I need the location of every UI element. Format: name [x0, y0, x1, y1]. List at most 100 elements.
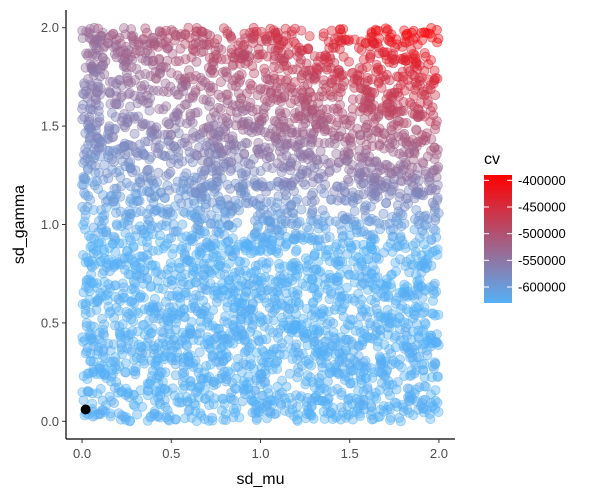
- data-point: [386, 50, 397, 61]
- data-point: [126, 31, 137, 42]
- data-point: [251, 180, 262, 191]
- data-point: [330, 257, 341, 268]
- data-point: [186, 210, 197, 221]
- data-point: [408, 144, 419, 155]
- data-point: [91, 94, 102, 105]
- data-point: [254, 148, 265, 159]
- data-point: [228, 395, 239, 406]
- data-point: [183, 351, 194, 362]
- data-point: [330, 216, 341, 227]
- data-point: [290, 257, 301, 268]
- data-point: [267, 123, 278, 134]
- data-point: [165, 258, 176, 269]
- data-point: [260, 272, 271, 283]
- data-point: [379, 291, 390, 302]
- data-point: [431, 24, 442, 35]
- data-point: [96, 291, 107, 302]
- data-point: [243, 158, 254, 169]
- data-point: [301, 303, 312, 314]
- data-point: [379, 247, 390, 258]
- data-point: [251, 413, 262, 424]
- data-point: [292, 320, 303, 331]
- data-point: [276, 312, 287, 323]
- data-point: [255, 84, 266, 95]
- data-point: [125, 162, 136, 173]
- data-point: [154, 104, 165, 115]
- data-point: [431, 149, 442, 160]
- data-point: [119, 23, 130, 34]
- data-point: [279, 176, 290, 187]
- data-point: [413, 187, 424, 198]
- data-point: [291, 142, 302, 153]
- data-point: [313, 287, 324, 298]
- data-point: [222, 71, 233, 82]
- data-point: [120, 358, 131, 369]
- data-point: [417, 157, 428, 168]
- data-point: [195, 316, 206, 327]
- data-point: [142, 186, 153, 197]
- data-point: [184, 328, 195, 339]
- data-point: [256, 369, 267, 380]
- data-point: [292, 218, 303, 229]
- data-point: [191, 56, 202, 67]
- data-point: [320, 50, 331, 61]
- data-point: [354, 411, 365, 422]
- data-point: [82, 386, 93, 397]
- data-point: [301, 318, 312, 329]
- data-point: [190, 71, 201, 82]
- data-point: [206, 65, 217, 76]
- data-point: [139, 329, 150, 340]
- data-point: [205, 156, 216, 167]
- data-point: [160, 296, 171, 307]
- data-point: [195, 81, 206, 92]
- data-point: [355, 130, 366, 141]
- data-point: [95, 136, 106, 147]
- data-point: [431, 232, 442, 243]
- data-point: [139, 80, 150, 91]
- data-point: [291, 244, 302, 255]
- data-point: [183, 279, 194, 290]
- data-point: [431, 286, 442, 297]
- data-point: [212, 34, 223, 45]
- data-point: [233, 330, 244, 341]
- data-point: [177, 156, 188, 167]
- data-point: [140, 69, 151, 80]
- data-point: [166, 262, 177, 273]
- data-point: [362, 119, 373, 130]
- data-point: [311, 154, 322, 165]
- data-point: [371, 326, 382, 337]
- data-point: [111, 85, 122, 96]
- data-point: [336, 70, 347, 81]
- data-point: [167, 383, 178, 394]
- data-point: [82, 50, 93, 61]
- data-point: [101, 227, 112, 238]
- data-point: [320, 223, 331, 234]
- data-point: [111, 302, 122, 313]
- data-point: [302, 70, 313, 81]
- data-point: [147, 245, 158, 256]
- data-point: [262, 74, 273, 85]
- data-point: [331, 276, 342, 287]
- data-point: [191, 22, 202, 33]
- data-point: [319, 188, 330, 199]
- data-point: [312, 64, 323, 75]
- data-point: [185, 108, 196, 119]
- data-point: [394, 354, 405, 365]
- data-point: [84, 327, 95, 338]
- data-point: [394, 232, 405, 243]
- data-point: [288, 185, 299, 196]
- points-layer: [77, 22, 444, 427]
- data-point: [284, 83, 295, 94]
- data-point: [393, 206, 404, 217]
- data-point: [174, 257, 185, 268]
- data-point: [340, 371, 351, 382]
- data-point: [224, 368, 235, 379]
- data-point: [403, 395, 414, 406]
- data-point: [415, 98, 426, 109]
- data-point: [249, 385, 260, 396]
- data-point: [410, 250, 421, 261]
- data-point: [139, 358, 150, 369]
- data-point: [312, 348, 323, 359]
- data-point: [220, 208, 231, 219]
- data-point: [118, 282, 129, 293]
